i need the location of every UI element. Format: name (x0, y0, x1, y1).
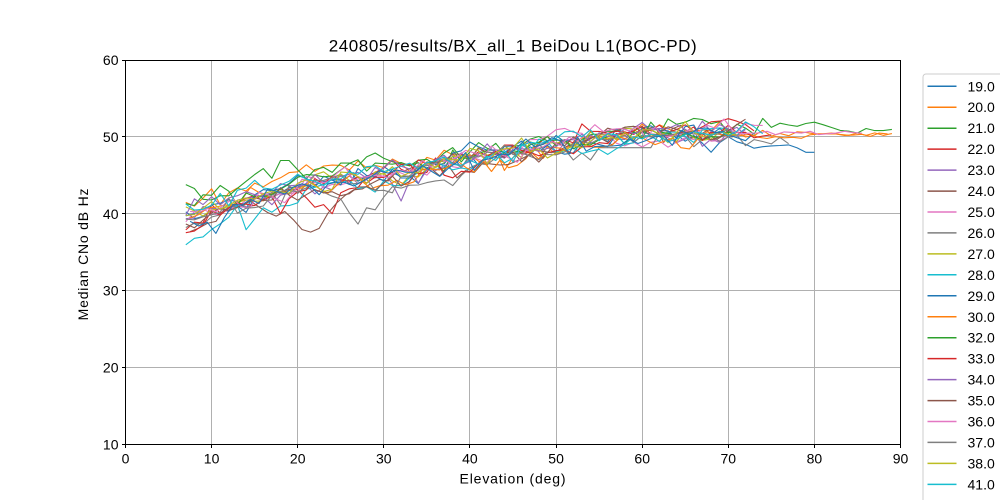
svg-text:30.0: 30.0 (968, 309, 995, 325)
svg-text:19.0: 19.0 (968, 78, 995, 94)
svg-text:21.0: 21.0 (968, 120, 995, 136)
svg-text:Elevation (deg): Elevation (deg) (460, 471, 567, 487)
svg-text:23.0: 23.0 (968, 162, 995, 178)
svg-text:10: 10 (103, 437, 119, 453)
svg-text:34.0: 34.0 (968, 372, 995, 388)
svg-text:50: 50 (548, 451, 564, 467)
svg-text:240805/results/BX_all_1 BeiDou: 240805/results/BX_all_1 BeiDou L1(BOC-PD… (329, 36, 697, 55)
svg-text:60: 60 (634, 451, 650, 467)
svg-text:40: 40 (103, 206, 119, 222)
svg-text:28.0: 28.0 (968, 267, 995, 283)
svg-text:32.0: 32.0 (968, 330, 995, 346)
svg-text:20: 20 (103, 360, 119, 376)
svg-text:41.0: 41.0 (968, 476, 995, 492)
svg-text:22.0: 22.0 (968, 141, 995, 157)
svg-text:36.0: 36.0 (968, 414, 995, 430)
svg-text:25.0: 25.0 (968, 204, 995, 220)
svg-text:60: 60 (103, 52, 119, 68)
svg-text:0: 0 (122, 451, 130, 467)
svg-text:20: 20 (290, 451, 306, 467)
svg-text:70: 70 (721, 451, 737, 467)
svg-text:80: 80 (807, 451, 823, 467)
svg-text:50: 50 (103, 129, 119, 145)
svg-text:Median CNo dB Hz: Median CNo dB Hz (75, 188, 91, 321)
svg-text:90: 90 (893, 451, 909, 467)
svg-text:38.0: 38.0 (968, 455, 995, 471)
svg-text:27.0: 27.0 (968, 246, 995, 262)
svg-text:10: 10 (204, 451, 220, 467)
svg-text:30: 30 (103, 283, 119, 299)
svg-text:42.0: 42.0 (968, 497, 995, 500)
svg-text:29.0: 29.0 (968, 288, 995, 304)
svg-text:40: 40 (462, 451, 478, 467)
svg-text:26.0: 26.0 (968, 225, 995, 241)
svg-text:37.0: 37.0 (968, 434, 995, 450)
svg-text:35.0: 35.0 (968, 393, 995, 409)
svg-text:30: 30 (376, 451, 392, 467)
svg-text:33.0: 33.0 (968, 351, 995, 367)
svg-text:24.0: 24.0 (968, 183, 995, 199)
svg-text:20.0: 20.0 (968, 99, 995, 115)
